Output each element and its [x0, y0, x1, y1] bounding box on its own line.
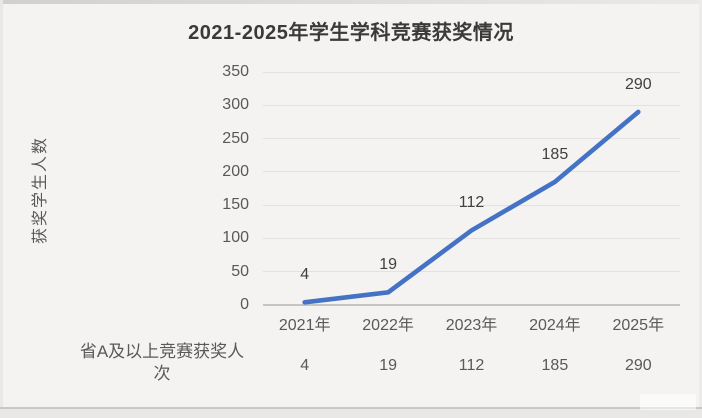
y-axis-tick-label: 150: [222, 196, 249, 214]
y-axis-tick-label: 100: [222, 229, 249, 247]
line-series-svg: [302, 109, 641, 305]
gridline: [263, 104, 680, 106]
gridline: [263, 271, 680, 273]
watermark: [640, 394, 696, 410]
x-axis-line: [263, 304, 680, 306]
data-point-label: 112: [458, 194, 485, 212]
y-axis-tick-label: 50: [231, 262, 249, 280]
x-axis-category-label: 2021年: [278, 317, 331, 334]
data-table-series-label: 省A及以上竞赛获奖人次: [79, 342, 245, 383]
right-edge-divider: [699, 0, 702, 418]
data-table-value: 290: [624, 357, 652, 374]
y-axis-tick-label: 350: [222, 63, 249, 80]
bottom-edge-fill: [0, 409, 702, 418]
data-point-label: 19: [379, 256, 397, 274]
x-axis-category-label: 2025年: [612, 317, 665, 334]
y-axis-tick-label: 0: [240, 296, 249, 313]
data-table-value: 19: [379, 357, 397, 374]
x-axis-category-label: 2024年: [529, 317, 581, 334]
top-edge-divider: [0, 0, 702, 4]
data-table-value: 112: [458, 357, 485, 374]
chart-title: 2021-2025年学生学科竞赛获奖情况: [188, 22, 514, 44]
x-axis-category-label: 2023年: [445, 317, 498, 334]
data-point-label: 290: [624, 75, 652, 93]
bottom-edge-divider: [0, 407, 702, 409]
y-axis-tick-label: 200: [222, 162, 249, 180]
gridline: [263, 71, 680, 73]
gridline: [263, 204, 680, 206]
line-series: [302, 109, 641, 305]
y-axis-tick-label: 250: [222, 129, 249, 147]
x-axis-category-label: 2022年: [362, 317, 414, 334]
data-table-value: 185: [541, 357, 569, 374]
y-axis-tick-label: 300: [222, 96, 249, 114]
y-axis-title: 获奖学生人数: [32, 135, 49, 245]
gridline: [263, 138, 680, 140]
gridline: [263, 171, 680, 173]
data-point-label: 185: [541, 145, 569, 163]
data-point-label: 4: [300, 266, 310, 284]
data-table-value: 4: [300, 357, 310, 374]
gridline: [263, 237, 680, 239]
left-edge-divider: [0, 0, 3, 418]
